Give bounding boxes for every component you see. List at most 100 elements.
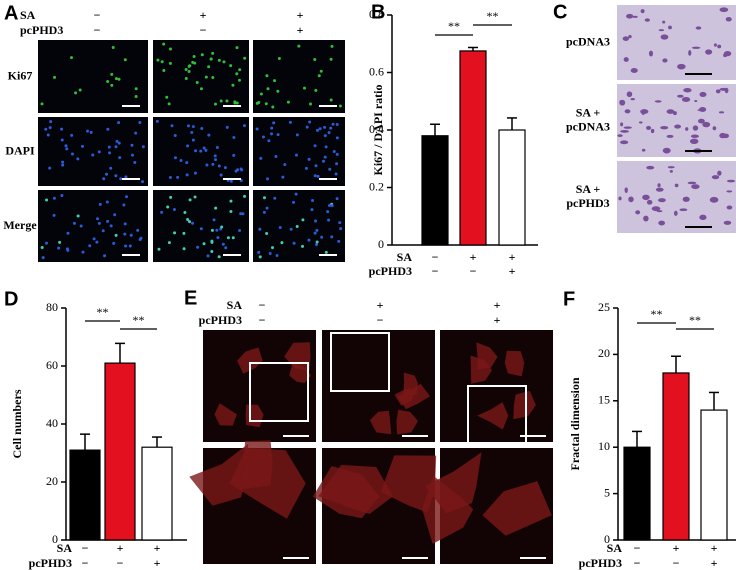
cell xyxy=(237,347,263,374)
nucleus xyxy=(70,56,74,60)
nucleus xyxy=(214,158,218,162)
nucleus xyxy=(221,242,225,246)
nucleus xyxy=(61,163,65,167)
nucleus xyxy=(40,245,44,249)
nucleus xyxy=(295,133,299,137)
condition-sign: + xyxy=(154,541,161,555)
y-tick-label: 0.4 xyxy=(369,122,384,136)
nucleus xyxy=(216,236,220,240)
nucleus xyxy=(292,241,296,245)
cell xyxy=(658,220,666,226)
nucleus xyxy=(213,102,217,106)
nucleus xyxy=(49,120,53,124)
cell xyxy=(689,138,699,145)
nucleus xyxy=(212,218,216,222)
condition-label: SA xyxy=(20,8,36,22)
nucleus xyxy=(276,89,280,93)
nucleus xyxy=(309,102,313,106)
cell xyxy=(646,199,653,205)
nucleus xyxy=(190,130,194,134)
nucleus xyxy=(215,228,219,232)
bar xyxy=(459,50,487,246)
nucleus xyxy=(231,236,235,240)
condition-sign: + xyxy=(154,556,161,570)
nucleus xyxy=(217,58,221,62)
nucleus xyxy=(210,249,214,253)
nucleus xyxy=(329,126,333,130)
micrograph xyxy=(253,40,345,113)
nucleus xyxy=(335,136,339,140)
nucleus xyxy=(273,196,277,200)
nucleus xyxy=(232,153,236,157)
nucleus xyxy=(271,105,275,109)
cell xyxy=(718,111,725,114)
nucleus xyxy=(318,127,322,131)
cell xyxy=(504,350,525,377)
significance-label: ** xyxy=(487,9,499,23)
cell xyxy=(692,125,699,131)
nucleus xyxy=(288,120,292,124)
condition-label: pcPHD3 xyxy=(369,264,412,278)
nucleus xyxy=(81,250,85,254)
bar xyxy=(69,449,101,541)
nucleus xyxy=(323,125,327,129)
cell xyxy=(687,181,697,185)
nucleus xyxy=(60,127,64,131)
row-label: DAPI xyxy=(5,143,35,157)
nucleus xyxy=(98,202,102,206)
nucleus xyxy=(57,246,61,250)
nucleus xyxy=(188,220,192,224)
nucleus xyxy=(238,68,242,72)
nucleus xyxy=(139,236,143,240)
condition-sign: + xyxy=(117,541,124,555)
cell xyxy=(657,183,661,188)
nucleus xyxy=(294,192,298,196)
condition-sign: + xyxy=(377,298,384,312)
nucleus xyxy=(192,55,196,59)
nucleus xyxy=(307,238,311,242)
nucleus xyxy=(211,76,215,80)
nucleus xyxy=(214,206,218,210)
nucleus xyxy=(315,240,319,244)
nucleus xyxy=(225,125,229,129)
nucleus xyxy=(289,227,293,231)
nucleus xyxy=(272,121,276,125)
nucleus xyxy=(204,75,208,79)
micrograph xyxy=(38,40,148,113)
nucleus xyxy=(48,166,52,170)
nucleus xyxy=(114,174,118,178)
cell xyxy=(668,25,672,30)
nucleus xyxy=(194,149,198,153)
nucleus xyxy=(229,64,233,68)
zoom-box xyxy=(330,332,390,392)
nucleus xyxy=(187,70,191,74)
nucleus xyxy=(335,197,339,201)
cell xyxy=(369,410,392,435)
nucleus xyxy=(295,225,299,229)
cell xyxy=(666,109,675,114)
cell xyxy=(640,9,645,14)
nucleus xyxy=(223,166,227,170)
y-tick-label: 0.6 xyxy=(369,64,384,78)
cell xyxy=(723,50,732,57)
cell xyxy=(662,20,666,24)
panel-letter: B xyxy=(371,1,385,23)
nucleus xyxy=(327,131,331,135)
nucleus xyxy=(141,145,145,149)
bar xyxy=(104,362,136,541)
nucleus xyxy=(191,60,195,64)
cell xyxy=(620,140,629,145)
y-tick-label: 60 xyxy=(46,358,58,372)
cell xyxy=(677,94,684,98)
cell xyxy=(666,134,674,138)
nucleus xyxy=(186,144,190,148)
nucleus xyxy=(226,236,230,240)
bar xyxy=(700,409,728,541)
nucleus xyxy=(183,211,187,215)
nucleus xyxy=(210,240,214,244)
cell xyxy=(242,440,273,490)
nucleus xyxy=(204,148,208,152)
nucleus xyxy=(301,218,305,222)
nucleus xyxy=(241,212,245,216)
nucleus xyxy=(301,244,305,248)
